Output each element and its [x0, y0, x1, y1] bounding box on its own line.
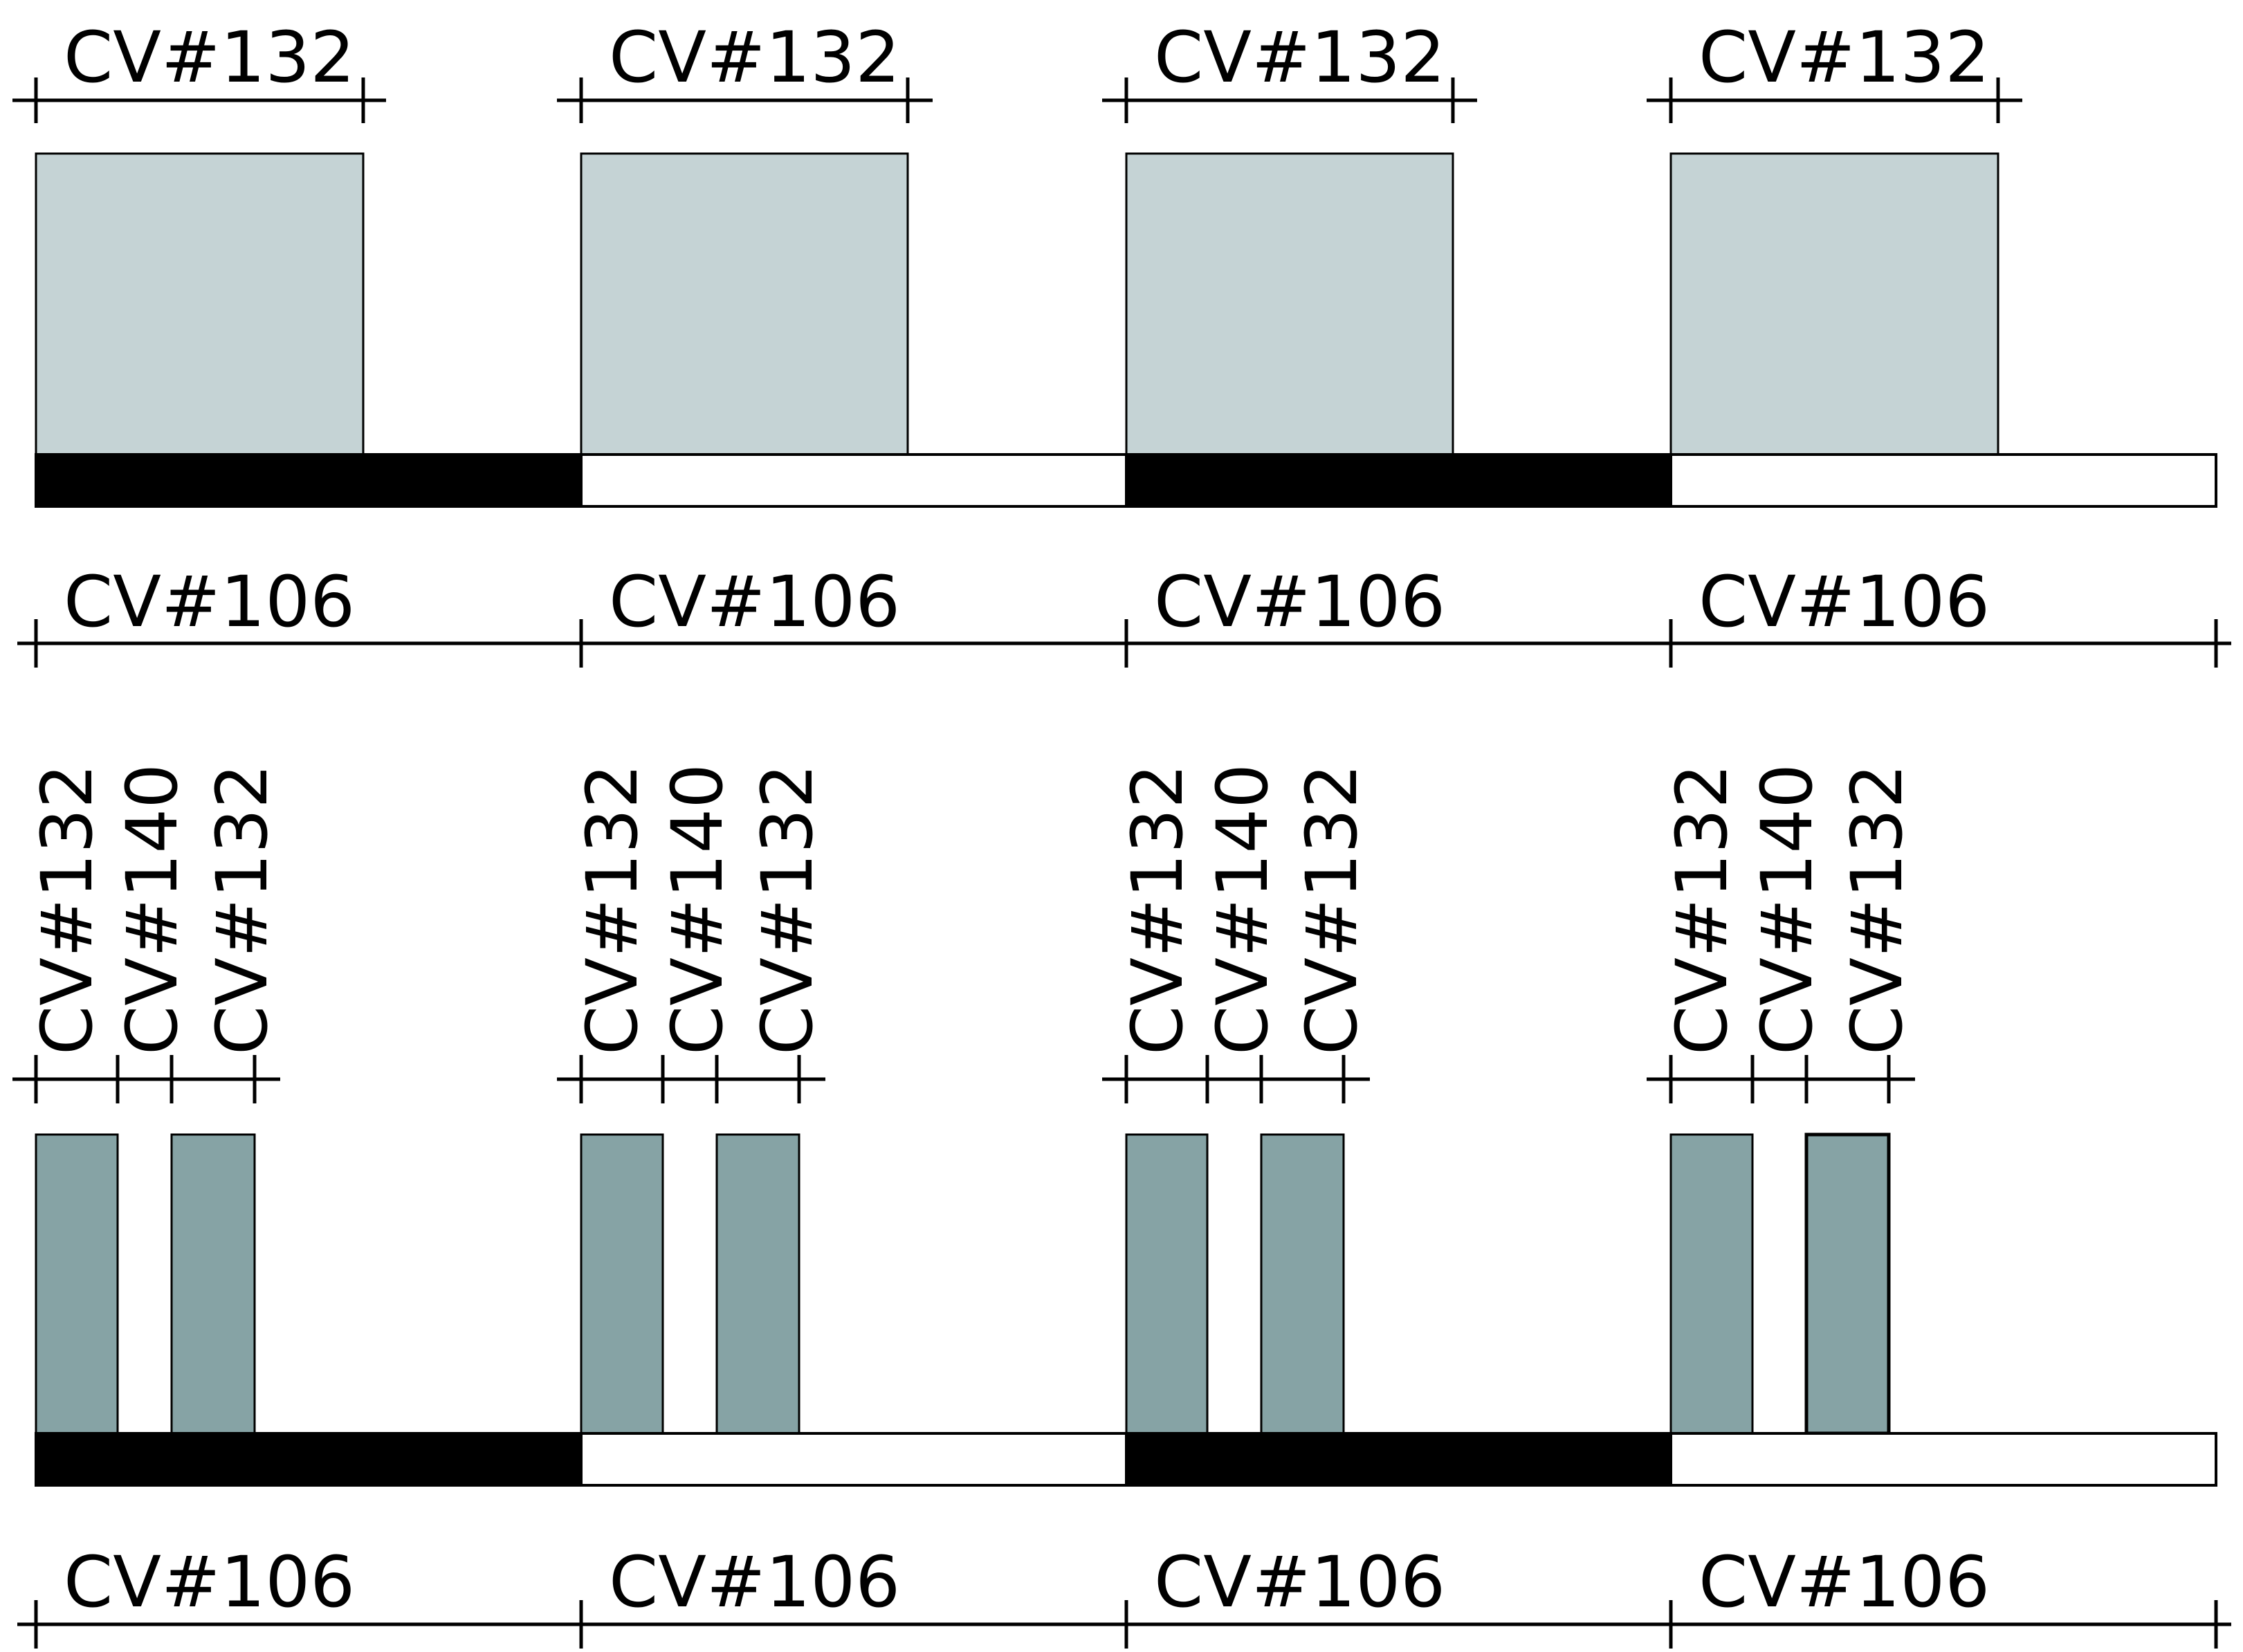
- bottom-box-1a: [35, 1133, 119, 1435]
- top-box-3: [1125, 152, 1454, 456]
- top-box-4: [1669, 152, 1999, 456]
- bottom-upper-label-1c: CV#132: [201, 764, 284, 1055]
- top-upper-label-4: CV#132: [1699, 17, 1990, 99]
- bottom-box-2a: [580, 1133, 664, 1435]
- bottom-bar-segment-3: [1125, 1432, 1672, 1487]
- bottom-upper-label-4c: CV#132: [1836, 764, 1919, 1055]
- bottom-bar-segment-1: [35, 1432, 583, 1487]
- bottom-box-3b: [1260, 1133, 1345, 1435]
- bottom-box-4b: [1804, 1132, 1891, 1435]
- bottom-upper-label-3a: CV#132: [1117, 764, 1199, 1055]
- bottom-upper-label-2c: CV#132: [747, 764, 829, 1055]
- top-upper-dimension-1: CV#132: [12, 17, 386, 123]
- top-lower-dimension: CV#106 CV#106 CV#106 CV#106: [17, 561, 2231, 668]
- bottom-bar-segment-2: [580, 1432, 1128, 1487]
- bottom-upper-dimension-1: CV#132 CV#140 CV#132: [12, 764, 284, 1103]
- bottom-box-1b: [170, 1133, 256, 1435]
- bottom-lower-label-3: CV#106: [1154, 1541, 1445, 1624]
- bottom-upper-label-3c: CV#132: [1291, 764, 1373, 1055]
- bottom-bar-segment-4: [1669, 1432, 2217, 1487]
- top-bar-segment-2: [580, 453, 1128, 508]
- bottom-lower-label-1: CV#106: [64, 1541, 355, 1624]
- bottom-upper-dimension-4: CV#132 CV#140 CV#132: [1647, 764, 1919, 1103]
- top-bar-segment-3: [1125, 453, 1672, 508]
- bottom-upper-label-1b: CV#140: [111, 764, 194, 1055]
- bottom-upper-dimension-3: CV#132 CV#140 CV#132: [1102, 764, 1373, 1103]
- top-upper-label-2: CV#132: [609, 17, 900, 99]
- bottom-box-3a: [1125, 1133, 1209, 1435]
- bottom-upper-label-2b: CV#140: [657, 764, 739, 1055]
- bottom-panel: CV#132 CV#140 CV#132 CV#132 CV#140 CV#13…: [12, 764, 2231, 1649]
- top-lower-label-2: CV#106: [609, 561, 900, 643]
- bottom-box-2b: [715, 1133, 800, 1435]
- top-upper-label-1: CV#132: [64, 17, 355, 99]
- top-bar-segment-1: [35, 453, 583, 508]
- top-upper-dimension-3: CV#132: [1102, 17, 1477, 123]
- bottom-upper-label-1a: CV#132: [26, 764, 109, 1055]
- top-bar-segment-4: [1669, 453, 2217, 508]
- top-panel: CV#132 CV#132 CV#132 CV#132: [12, 17, 2231, 668]
- top-box-1: [35, 152, 365, 456]
- top-box-2: [580, 152, 909, 456]
- top-upper-dimension-2: CV#132: [557, 17, 933, 123]
- top-upper-label-3: CV#132: [1154, 17, 1445, 99]
- bottom-upper-label-4a: CV#132: [1661, 764, 1743, 1055]
- top-lower-label-1: CV#106: [64, 561, 355, 643]
- bottom-lower-dimension: CV#106 CV#106 CV#106 CV#106: [17, 1541, 2231, 1649]
- bottom-lower-label-4: CV#106: [1699, 1541, 1990, 1624]
- top-upper-dimension-4: CV#132: [1647, 17, 2022, 123]
- top-lower-label-3: CV#106: [1154, 561, 1445, 643]
- bottom-lower-label-2: CV#106: [609, 1541, 900, 1624]
- bottom-upper-label-3b: CV#140: [1202, 764, 1284, 1055]
- bottom-upper-label-4b: CV#140: [1746, 764, 1829, 1055]
- top-lower-label-4: CV#106: [1699, 561, 1990, 643]
- bottom-upper-dimension-2: CV#132 CV#140 CV#132: [557, 764, 829, 1103]
- bottom-box-4a: [1669, 1133, 1754, 1435]
- bottom-upper-label-2a: CV#132: [571, 764, 654, 1055]
